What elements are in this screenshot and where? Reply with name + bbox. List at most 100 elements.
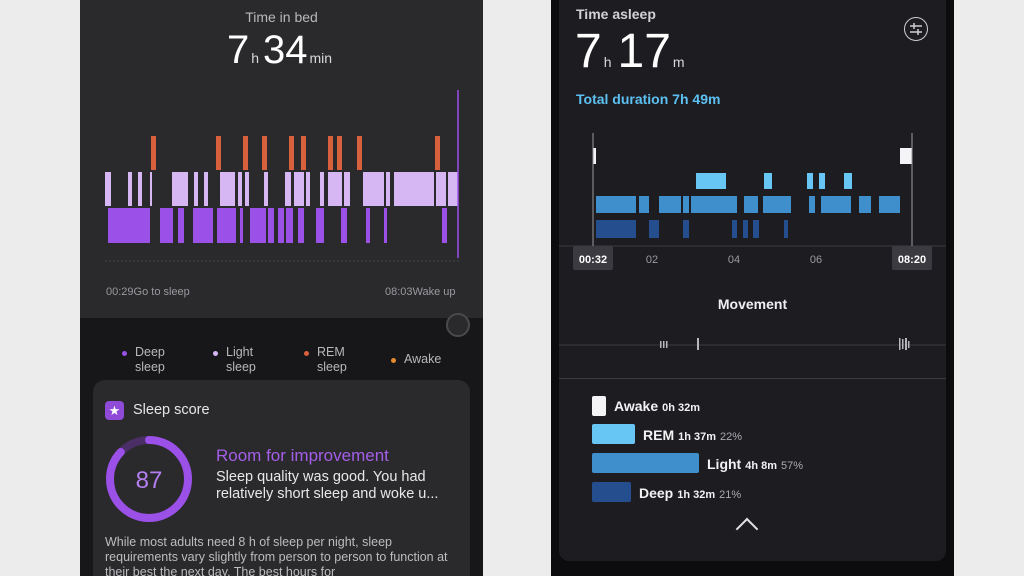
sleep-score-ring: 87	[106, 436, 192, 522]
deep-sleep-segment	[316, 208, 324, 243]
deep-segment	[732, 220, 737, 238]
light-sleep-segment	[172, 172, 188, 206]
light-sleep-segment	[220, 172, 235, 206]
axis-start-label: 00:32	[579, 254, 607, 266]
start-time-chip	[573, 246, 613, 270]
light-sleep-segment	[328, 172, 342, 206]
light-sleep-segment	[320, 172, 324, 206]
awake-segment	[593, 148, 596, 164]
wake-up-time: 08:03Wake up	[385, 286, 456, 298]
light-segment	[809, 196, 815, 213]
deep-sleep-segment	[178, 208, 184, 243]
deep-legend-label: Deep 1h 32m 21%	[639, 485, 742, 501]
rem-sleep-segment	[328, 136, 333, 170]
rem-segment	[764, 173, 772, 189]
score-heading: Room for improvement	[216, 446, 389, 465]
light-sleep-segment	[285, 172, 291, 206]
movement-title: Movement	[717, 296, 788, 312]
light-sleep-dot	[213, 351, 218, 356]
light-segment	[821, 196, 851, 213]
light-sleep-segment	[150, 172, 152, 206]
rem-segment	[819, 173, 825, 189]
light-segment	[683, 196, 689, 213]
time-asleep-title: Time asleep	[576, 6, 656, 22]
rem-segment	[807, 173, 813, 189]
light-sleep-segment	[105, 172, 111, 206]
rem-sleep-segment	[151, 136, 156, 170]
light-sleep-segment	[294, 172, 304, 206]
deep-sleep-segment	[341, 208, 347, 243]
movement-ticks	[660, 338, 910, 350]
sleep-score-card[interactable]: ★ Sleep score 87 Room for improvement Sl…	[93, 380, 470, 576]
deep-sleep-segment	[240, 208, 243, 243]
light-sleep-segment	[138, 172, 142, 206]
score-footer-text: While most adults need 8 h of sleep per …	[105, 535, 448, 576]
awake-legend-label: Awake 0h 32m	[614, 398, 701, 414]
light-sleep-segment	[128, 172, 132, 206]
light-segment	[763, 196, 791, 213]
deep-sleep-segment	[268, 208, 274, 243]
rem-sleep-segment	[289, 136, 294, 170]
light-segment	[879, 196, 900, 213]
duration-hours: 7	[226, 28, 250, 72]
go-to-sleep-time: 00:29Go to sleep	[106, 286, 190, 298]
time-in-bed-panel	[80, 0, 483, 318]
sleep-score-value: 87	[136, 467, 163, 494]
timeline-scrub-handle[interactable]	[446, 313, 470, 337]
deep-sleep-segment	[108, 208, 150, 243]
light-legend-label: Light 4h 8m 57%	[707, 456, 804, 472]
awake-legend-bar	[592, 396, 606, 416]
rem-sleep-segment	[357, 136, 362, 170]
sleep-stage-chart[interactable]	[80, 80, 483, 270]
light-sleep-segment	[238, 172, 242, 206]
deep-segment	[784, 220, 788, 238]
light-segment	[596, 196, 636, 213]
light-sleep-segment	[363, 172, 384, 206]
legend-rem-sleep: REM sleep	[304, 345, 347, 375]
hypnogram-bars	[593, 148, 912, 238]
settings-sliders-icon[interactable]	[904, 17, 928, 41]
rem-segment	[696, 173, 726, 189]
light-sleep-segment	[436, 172, 446, 206]
deep-sleep-segment	[286, 208, 293, 243]
deep-sleep-segment	[160, 208, 173, 243]
rem-legend-label: REM 1h 37m 22%	[643, 427, 743, 443]
hypnogram-chart[interactable]: 00:32 08:20 02 04 06	[559, 130, 946, 275]
light-sleep-segment	[306, 172, 310, 206]
deep-sleep-segment	[442, 208, 447, 243]
rem-sleep-segment	[337, 136, 342, 170]
duration-minutes: 34	[262, 28, 308, 72]
light-segment	[639, 196, 649, 213]
hours-unit: h	[603, 54, 612, 70]
deep-sleep-segment	[256, 208, 266, 243]
deep-sleep-segment	[250, 208, 256, 243]
end-time-chip	[892, 246, 932, 270]
deep-sleep-segment	[278, 208, 284, 243]
legend-deep-sleep: Deep sleep	[122, 345, 165, 375]
rem-sleep-segment	[216, 136, 221, 170]
legend-awake: Awake	[391, 352, 441, 367]
section-divider	[559, 378, 946, 379]
deep-segment	[683, 220, 689, 238]
rem-sleep-segment	[262, 136, 267, 170]
rem-segment	[844, 173, 852, 189]
time-in-bed-title: Time in bed	[245, 9, 318, 25]
left-phone-screen: Time in bed 7 h 34 min 00:29Go to sleep 08:…	[80, 0, 483, 576]
light-sleep-segment	[394, 172, 434, 206]
legend-light-sleep: Light sleep	[213, 345, 256, 375]
axis-end-label: 08:20	[898, 254, 926, 266]
right-phone-screen: Time asleep 7 h 17 m Total duration 7h 49m …	[551, 0, 954, 576]
deep-segment	[753, 220, 759, 238]
sleep-score-title: Sleep score	[133, 402, 210, 418]
axis-tick-label: 06	[810, 254, 822, 266]
time-in-bed-duration: 7 h 34 min	[80, 28, 483, 73]
deep-segment	[649, 220, 659, 238]
light-sleep-segment	[194, 172, 198, 206]
hours-unit: h	[251, 50, 259, 66]
sleep-stage-bars	[105, 136, 458, 243]
time-asleep-duration: 7 h 17 m	[575, 24, 691, 79]
rem-sleep-segment	[243, 136, 248, 170]
light-legend-bar	[592, 453, 699, 473]
light-sleep-segment	[245, 172, 249, 206]
light-sleep-segment	[204, 172, 208, 206]
